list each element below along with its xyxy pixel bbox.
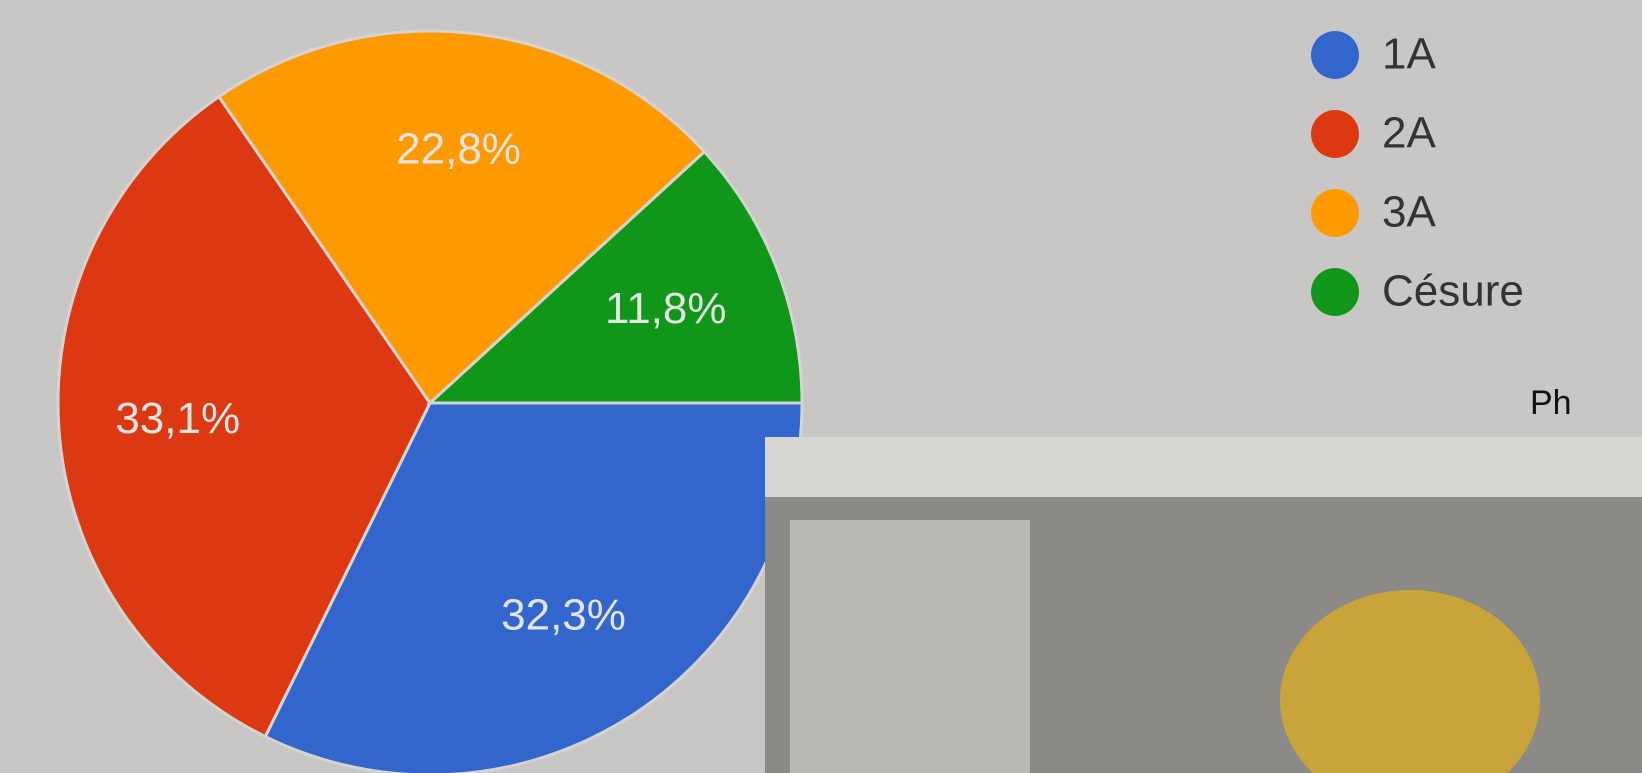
value-label: 22,8% — [396, 124, 521, 173]
value-label: 33,1% — [115, 394, 240, 443]
annotation: Ph — [1530, 384, 1572, 422]
legend-label: 1A — [1382, 30, 1436, 79]
legend-swatch — [1311, 268, 1359, 316]
legend-swatch — [1311, 110, 1359, 158]
legend-label: 3A — [1382, 188, 1436, 237]
value-label: 32,3% — [501, 590, 626, 639]
photo-ceiling — [765, 437, 1642, 497]
legend-label: 2A — [1382, 109, 1436, 158]
photo-machine — [790, 520, 1030, 773]
legend-label: Césure — [1382, 267, 1524, 316]
pie: 32,3% 33,1% 22,8% 11,8% — [58, 31, 802, 773]
photo — [765, 437, 1642, 773]
legend-swatch — [1311, 189, 1359, 237]
chart: 32,3% 33,1% 22,8% 11,8% 1A 2A 3A Césure Ph — [0, 0, 1642, 773]
legend-swatch — [1311, 31, 1359, 79]
value-label: 11,8% — [605, 284, 727, 333]
